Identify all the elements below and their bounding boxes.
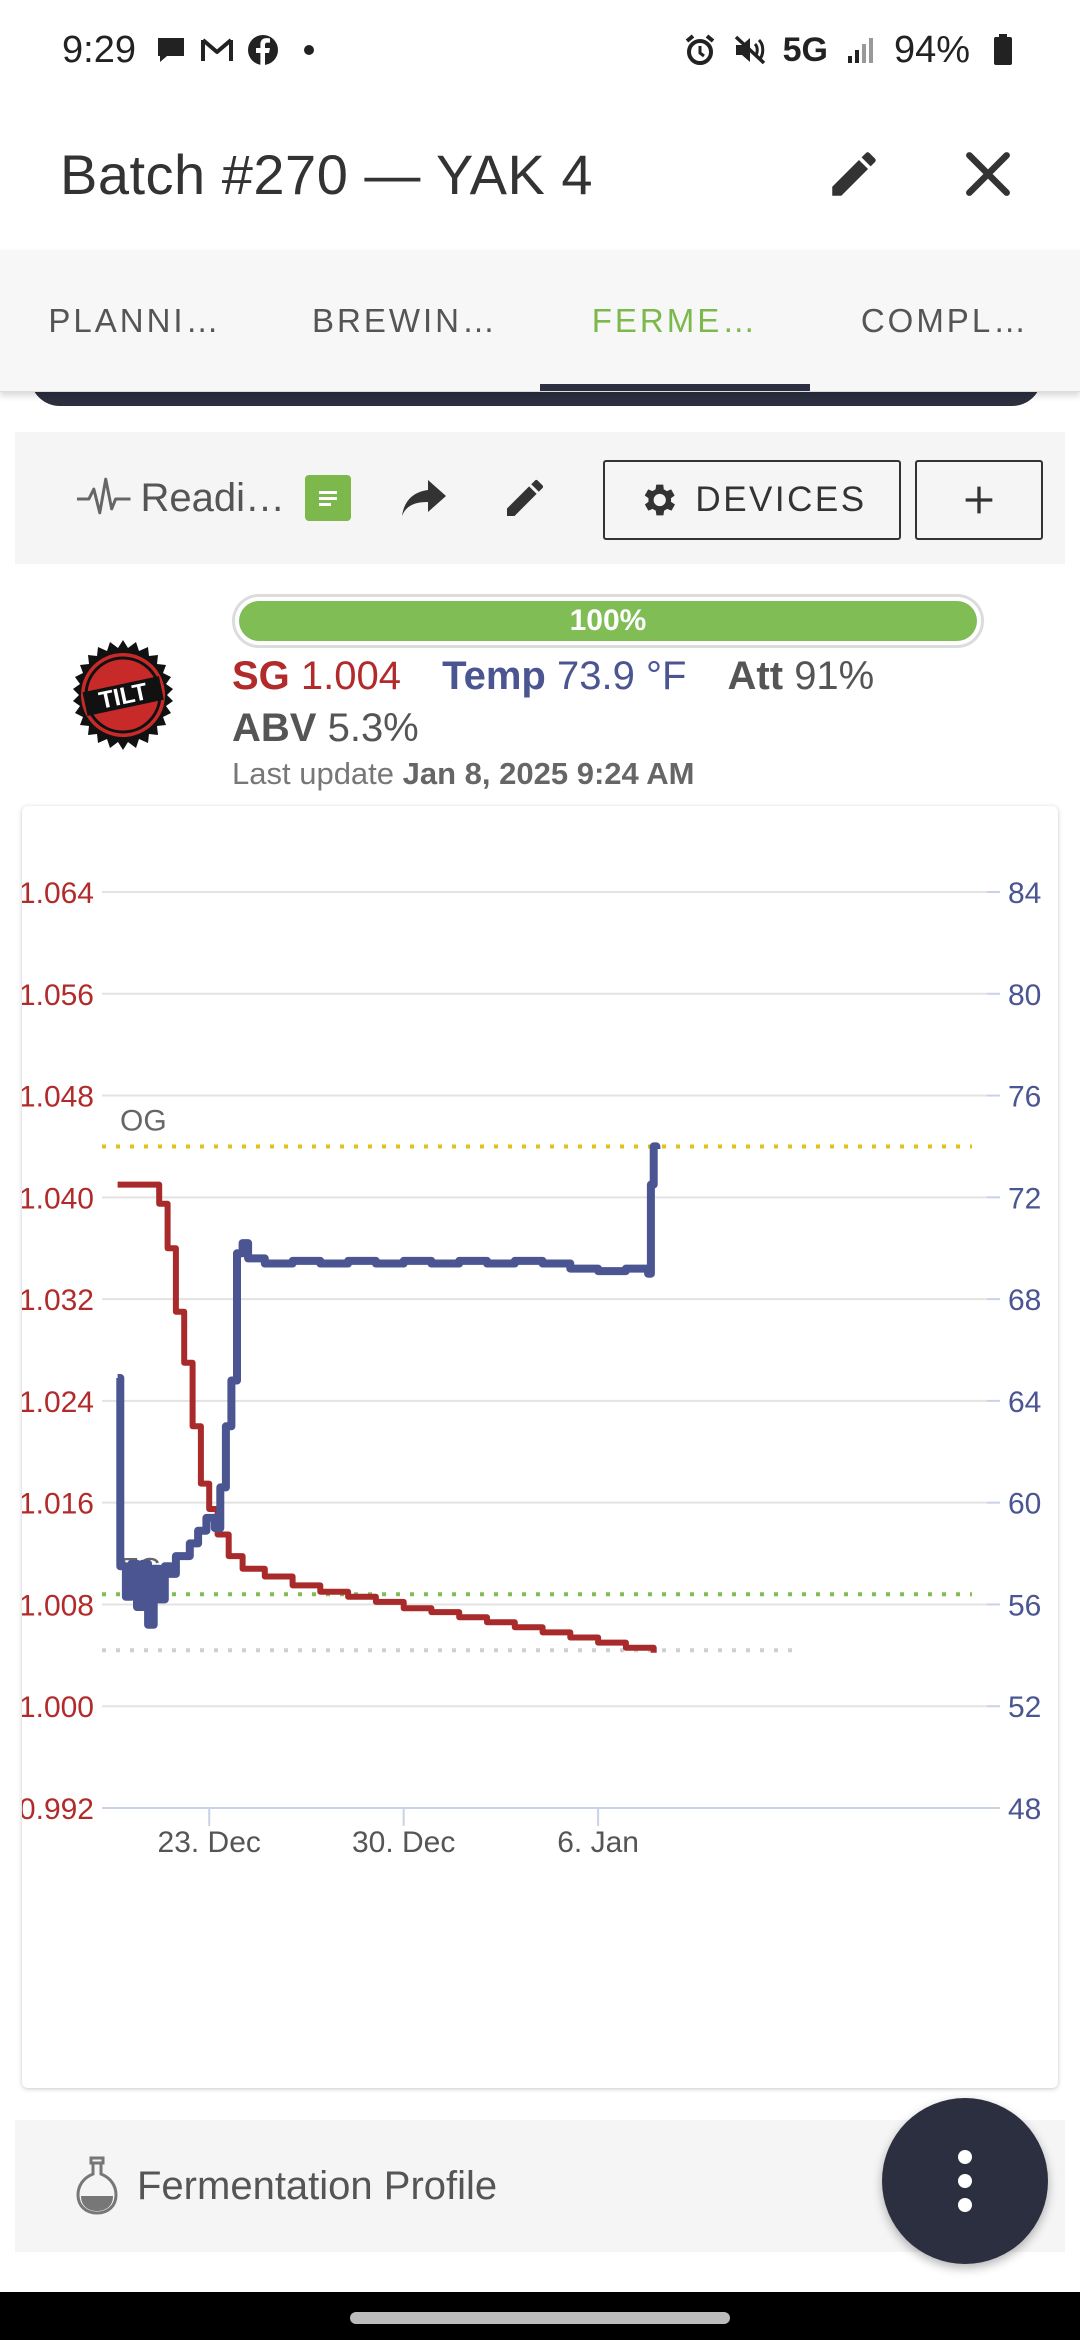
tilt-logo: TILT: [66, 638, 180, 752]
chart-svg: 1.064 1.056 1.048 1.040 1.032 1.024 1.016 1.008…: [22, 877, 1041, 1859]
tab-planning[interactable]: PLANNI…: [48, 301, 222, 339]
more-vert-icon: [958, 2150, 972, 2212]
readings-label: Readi…: [140, 475, 285, 520]
battery-progress-bar: 100%: [232, 594, 984, 648]
devices-button[interactable]: DEVICES: [603, 460, 901, 540]
y-right-tick-label: 60: [1008, 1488, 1041, 1521]
progress-fill: 100%: [239, 601, 977, 641]
profile-label: Fermentation Profile: [137, 2163, 498, 2208]
reference-line-label: OG: [120, 1104, 167, 1137]
alarm-icon: [683, 33, 717, 67]
y-left-tick-label: 1.032: [22, 1284, 94, 1317]
share-button[interactable]: [399, 476, 449, 520]
add-button[interactable]: [915, 460, 1043, 540]
y-left-tick-label: 1.000: [22, 1691, 94, 1724]
y-right-tick-label: 72: [1008, 1182, 1041, 1215]
y-left-tick-label: 1.064: [22, 877, 94, 910]
y-left-tick-label: 1.016: [22, 1488, 94, 1521]
tab-completed[interactable]: COMPL…: [860, 301, 1030, 339]
y-left-tick-label: 1.048: [22, 1081, 94, 1114]
sg-label: SG: [232, 654, 290, 698]
readings-summary: SG 1.004 Temp 73.9 °F Att 91%: [232, 654, 874, 699]
progress-label: 100%: [569, 604, 647, 637]
home-gesture-bar[interactable]: [350, 2312, 730, 2324]
mute-icon: [733, 33, 767, 67]
y-right-tick-label: 68: [1008, 1284, 1041, 1317]
status-bar: 9:29 5G 94%: [0, 0, 1080, 100]
dot-icon: [292, 33, 326, 67]
att-value: 91%: [794, 654, 875, 698]
y-left-tick-label: 1.024: [22, 1386, 94, 1419]
sg-series-line: [117, 1181, 657, 1653]
y-right-tick-label: 48: [1008, 1793, 1041, 1826]
abv-line: ABV 5.3%: [232, 706, 419, 751]
y-right-tick-label: 84: [1008, 877, 1041, 910]
edit-readings-button[interactable]: [501, 474, 549, 522]
status-time: 9:29: [62, 28, 136, 71]
readings-button[interactable]: Readi…: [75, 473, 285, 523]
notes-icon: [319, 491, 337, 506]
network-label: 5G: [782, 30, 828, 69]
system-nav-bar: [0, 2292, 1080, 2340]
last-update-label: Last update: [232, 756, 395, 791]
signal-icon: [844, 33, 878, 67]
y-right-tick-label: 56: [1008, 1589, 1041, 1622]
fermentation-chart[interactable]: 1.064 1.056 1.048 1.040 1.032 1.024 1.016 1.008…: [22, 806, 1058, 2088]
tab-brewing[interactable]: BREWIN…: [312, 301, 498, 339]
last-update-line: Last update Jan 8, 2025 9:24 AM: [232, 756, 694, 792]
tab-fermenting[interactable]: FERME…: [540, 250, 810, 391]
edit-icon: [832, 152, 876, 196]
att-label: Att: [727, 654, 784, 698]
x-tick-label: 6. Jan: [557, 1826, 639, 1859]
y-left-tick-label: 1.056: [22, 979, 94, 1012]
sg-value: 1.004: [300, 654, 402, 698]
gmail-icon: [200, 33, 234, 67]
y-left-tick-label: 1.040: [22, 1182, 94, 1215]
abv-value: 5.3%: [327, 706, 419, 750]
y-right-tick-label: 52: [1008, 1691, 1041, 1724]
y-left-tick-label: 1.008: [22, 1589, 94, 1622]
last-update-value: Jan 8, 2025 9:24 AM: [402, 756, 695, 791]
share-icon: [402, 480, 446, 516]
battery-icon: [986, 33, 1020, 67]
x-tick-label: 23. Dec: [158, 1826, 261, 1859]
x-tick-label: 30. Dec: [352, 1826, 455, 1859]
readings-toolbar: Readi… DEVICES: [15, 432, 1065, 564]
flask-icon: [76, 2156, 118, 2215]
abv-label: ABV: [232, 706, 317, 750]
y-right-tick-label: 76: [1008, 1081, 1041, 1114]
temp-label: Temp: [442, 654, 546, 698]
more-actions-fab[interactable]: [882, 2098, 1048, 2264]
gear-icon: [645, 484, 676, 516]
y-right-tick-label: 80: [1008, 979, 1041, 1012]
tab-bar: PLANNI… BREWIN… FERME… COMPL…: [0, 250, 1080, 392]
close-icon: [966, 152, 1010, 196]
notes-button[interactable]: [305, 475, 351, 521]
readings-icon: [76, 477, 131, 515]
page-title: Batch #270 — YAK 4: [60, 142, 594, 206]
facebook-icon: [246, 33, 280, 67]
edit-batch-button[interactable]: [822, 142, 886, 206]
chat-icon: [154, 33, 188, 67]
temp-value: 73.9 °F: [557, 654, 687, 698]
temp-series-line: [116, 1142, 661, 1629]
edit-icon: [507, 479, 544, 516]
plus-icon: [965, 486, 993, 514]
battery-percent: 94%: [893, 28, 970, 71]
y-left-tick-label: 0.992: [22, 1793, 94, 1826]
devices-label: DEVICES: [695, 480, 867, 519]
y-right-tick-label: 64: [1008, 1386, 1041, 1419]
app-bar: Batch #270 — YAK 4: [0, 100, 1080, 248]
close-button[interactable]: [956, 142, 1020, 206]
